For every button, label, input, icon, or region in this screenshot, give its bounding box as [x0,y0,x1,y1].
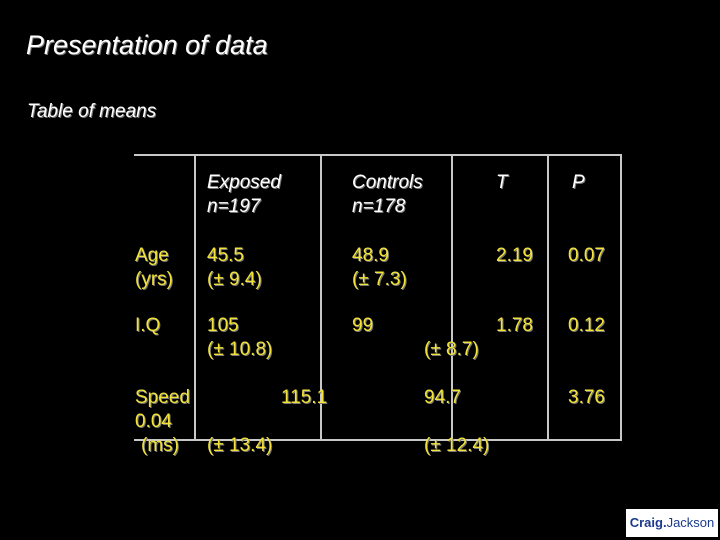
table-rule-col5 [620,154,622,441]
row-age-exposed: 45.5 (± 9.4) [207,245,262,290]
row-speed-t: 3.76 [568,387,605,408]
row-speed-controls-mean: 94.7 [424,387,461,408]
row-speed-p: 0.04 [135,411,172,432]
header-controls: Controls n=178 [352,172,423,217]
table-rule-col1 [194,154,196,441]
slide-title: Presentation of data [26,30,268,60]
table-rule-col2 [320,154,322,441]
slide-subtitle: Table of means [27,101,157,122]
row-age-p: 0.07 [568,245,605,266]
row-speed-exposed-mean: 115.1 [281,387,328,408]
row-age-label: Age (yrs) [135,245,173,290]
table-top-rule [134,154,622,156]
row-iq-label: I.Q [135,315,161,336]
craig-jackson-logo: Craig.Jackson [626,509,718,537]
header-p: P [572,172,585,193]
row-iq-controls-sd: (± 8.7) [424,339,479,360]
row-speed-exposed-sd: (± 13.4) [207,435,273,456]
row-age-controls: 48.9 (± 7.3) [352,245,407,290]
table-bottom-rule [134,439,622,441]
table-rule-col3 [451,154,453,441]
row-iq-t: 1.78 [496,315,533,336]
row-speed-controls-sd: (± 12.4) [424,435,490,456]
row-iq-exposed: 105 (± 10.8) [207,315,273,360]
header-t: T [496,172,508,193]
row-iq-controls-mean: 99 [352,315,374,336]
row-speed-unit: (ms) [141,435,179,456]
row-age-t: 2.19 [496,245,533,266]
table-rule-col4 [547,154,549,441]
header-exposed: Exposed n=197 [207,172,281,217]
row-speed-label: Speed [135,387,190,408]
row-iq-p: 0.12 [568,315,605,336]
